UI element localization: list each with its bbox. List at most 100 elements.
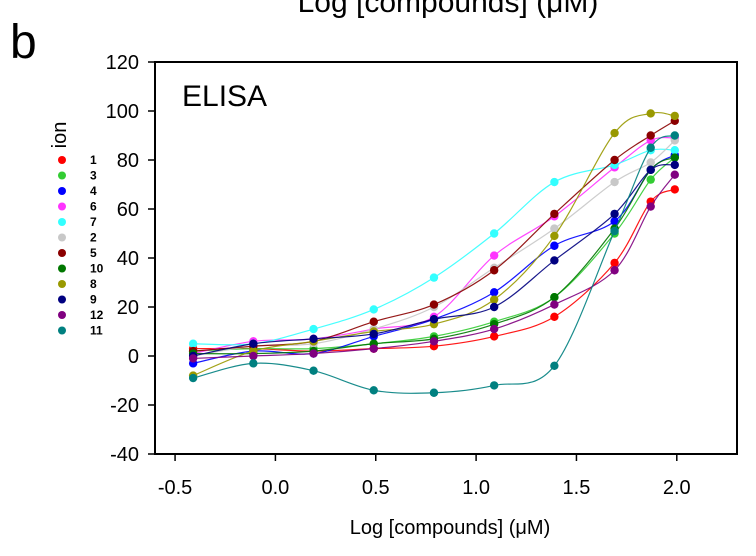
data-point (550, 293, 559, 302)
y-tick-label: 100 (106, 101, 139, 123)
series-11 (188, 131, 679, 397)
data-point (489, 381, 499, 390)
legend-marker (58, 233, 66, 242)
legend-label: 12 (90, 308, 104, 322)
data-point (670, 170, 679, 179)
data-point (646, 143, 655, 152)
data-point (550, 177, 559, 187)
legend-label: 5 (90, 246, 97, 260)
data-point (670, 153, 679, 162)
y-tick-label: 20 (117, 297, 139, 319)
data-point (429, 388, 439, 397)
series-line (193, 174, 676, 360)
legend-label: 7 (90, 215, 97, 229)
data-point (610, 266, 619, 275)
legend-marker (58, 264, 66, 273)
data-point (550, 231, 559, 241)
series-line (192, 134, 676, 394)
legend-marker (58, 171, 66, 180)
legend-label: 10 (90, 262, 104, 276)
x-tick-label: -0.5 (158, 477, 192, 499)
data-point (188, 373, 198, 383)
y-axis-label: ion (49, 122, 71, 149)
data-point (610, 177, 619, 187)
x-axis-label: Log [compounds] (μM) (350, 517, 551, 539)
series-9 (188, 160, 679, 361)
top-caption: Log [compounds] (μM) (298, 0, 599, 19)
data-point (550, 209, 559, 219)
data-point (646, 175, 655, 184)
data-point (670, 146, 679, 155)
x-tick-label: 1.0 (462, 477, 490, 499)
x-tick-label: 0.5 (362, 477, 390, 499)
y-tick-label: -20 (110, 395, 139, 417)
chart-title: ELISA (182, 80, 267, 113)
y-tick-label: -40 (110, 444, 139, 466)
data-point (188, 354, 198, 363)
data-point (610, 209, 619, 219)
legend-label: 3 (90, 169, 97, 183)
data-point (489, 266, 499, 275)
series-line (193, 148, 675, 346)
data-point (188, 339, 198, 348)
legend-label: 6 (90, 200, 97, 214)
data-point (646, 158, 655, 167)
series-line (193, 188, 676, 352)
data-point (369, 344, 378, 353)
data-point (646, 131, 655, 140)
data-point (550, 224, 559, 233)
data-point (429, 337, 439, 346)
data-point (249, 339, 258, 348)
data-point (369, 317, 378, 326)
data-point (550, 256, 559, 265)
data-point (489, 288, 499, 297)
legend-label: 11 (90, 324, 103, 338)
legend-marker (58, 249, 66, 257)
y-tick-label: 0 (128, 346, 139, 368)
data-point (550, 300, 559, 309)
data-point (489, 295, 499, 304)
data-point (550, 241, 559, 250)
legend-label: 2 (90, 231, 97, 245)
series-12 (188, 170, 679, 363)
legend-label: 8 (90, 277, 97, 291)
data-point (309, 349, 318, 358)
series-1 (188, 185, 679, 356)
x-tick-label: 0.0 (262, 477, 290, 499)
data-point (369, 386, 378, 395)
y-tick-label: 40 (117, 248, 139, 270)
legend-marker (58, 326, 66, 335)
data-point (489, 332, 499, 341)
data-point (429, 300, 439, 309)
series-line (193, 156, 676, 355)
legend-label: 9 (90, 293, 97, 307)
data-point (489, 302, 499, 312)
data-point (610, 128, 619, 138)
series-line (193, 163, 675, 357)
legend-marker (58, 202, 66, 211)
data-point (429, 315, 439, 324)
series-8 (188, 109, 679, 380)
data-point (309, 324, 318, 334)
data-point (646, 202, 655, 211)
data-point (249, 359, 258, 368)
data-point (550, 312, 559, 321)
data-point (369, 305, 378, 314)
y-tick-label: 80 (117, 150, 139, 172)
data-point (610, 226, 619, 236)
data-point (610, 258, 619, 268)
panel-label: b (10, 16, 37, 69)
y-tick-label: 120 (106, 52, 139, 74)
x-tick-label: 1.5 (563, 477, 591, 499)
data-point (670, 160, 679, 170)
legend-label: 1 (90, 153, 97, 167)
data-point (369, 329, 378, 339)
data-point (646, 109, 655, 118)
legend-marker (58, 218, 66, 226)
legend-marker (58, 311, 66, 319)
legend-marker (58, 280, 66, 288)
data-point (429, 273, 439, 282)
legend-marker (58, 187, 66, 195)
series-line (192, 111, 675, 377)
data-point (610, 155, 619, 165)
